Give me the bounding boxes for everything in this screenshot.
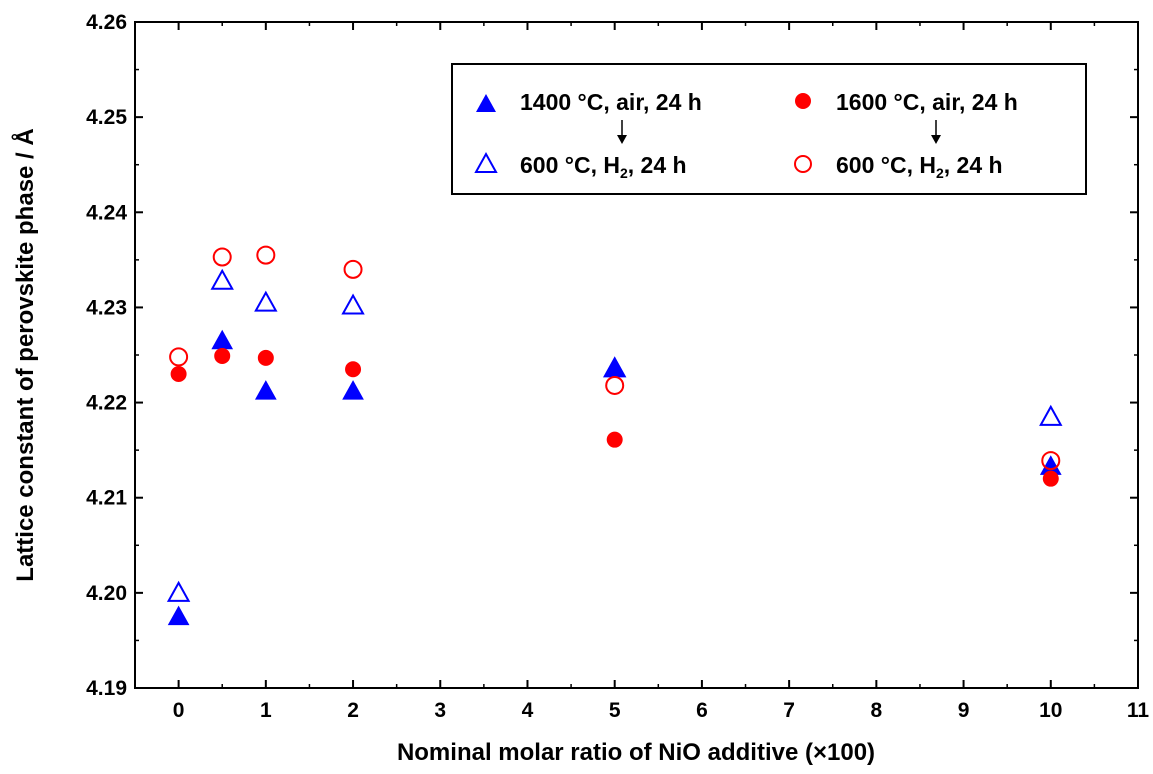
legend-box bbox=[451, 63, 1087, 195]
open-circle-point bbox=[605, 375, 625, 395]
legend-label-1600-air: 1600 °C, air, 24 h bbox=[836, 89, 1018, 115]
y-tick-label: 4.20 bbox=[86, 582, 127, 605]
filled-circle-point bbox=[345, 361, 362, 378]
legend-label-600-h2-right: 600 °C, H2, 24 h bbox=[836, 152, 1003, 181]
open-triangle-point bbox=[254, 290, 278, 312]
x-tick-label: 8 bbox=[871, 699, 883, 722]
x-tick-label: 1 bbox=[260, 699, 272, 722]
x-axis-title: Nominal molar ratio of NiO additive (×10… bbox=[397, 739, 875, 766]
x-tick-label: 3 bbox=[434, 699, 446, 722]
open-circle-point bbox=[343, 259, 363, 279]
open-circle-point bbox=[212, 247, 232, 267]
x-tick-labels: 0 1 2 3 4 5 6 7 8 9 10 11 bbox=[173, 699, 1150, 722]
open-triangle-point bbox=[166, 580, 191, 602]
filled-triangle-point bbox=[211, 329, 234, 350]
y-tick-label: 4.25 bbox=[86, 106, 127, 129]
data-markers bbox=[166, 245, 1063, 626]
legend-filled-circle-marker bbox=[795, 93, 811, 109]
filled-circle-point bbox=[170, 366, 187, 383]
legend-filled-triangle-marker bbox=[476, 94, 496, 112]
filled-circle-point bbox=[1042, 470, 1059, 487]
filled-triangle-point bbox=[254, 380, 277, 400]
y-tick-label: 4.23 bbox=[86, 296, 127, 319]
y-tick-label: 4.19 bbox=[86, 677, 127, 700]
filled-triangle-point bbox=[167, 605, 190, 626]
y-axis-title: Lattice constant of perovskite phase / Å bbox=[11, 128, 39, 581]
x-tick-label: 4 bbox=[522, 699, 534, 722]
legend-open-circle-marker bbox=[794, 155, 812, 173]
legend-arrow-left-head bbox=[617, 135, 627, 144]
legend-open-triangle-marker bbox=[474, 151, 498, 173]
x-tick-label: 2 bbox=[347, 699, 359, 722]
open-triangle-point bbox=[341, 293, 365, 315]
open-circle-point bbox=[256, 245, 276, 265]
filled-triangle-point bbox=[603, 357, 626, 377]
x-tick-label: 6 bbox=[696, 699, 708, 722]
legend-label-1400-air: 1400 °C, air, 24 h bbox=[520, 89, 702, 115]
filled-circle-point bbox=[257, 349, 274, 366]
open-triangle-point bbox=[1039, 404, 1063, 426]
x-tick-label: 0 bbox=[173, 699, 185, 722]
filled-circle-point bbox=[606, 431, 623, 448]
y-tick-label: 4.24 bbox=[86, 201, 127, 224]
y-tick-label: 4.22 bbox=[86, 392, 127, 415]
axis-ticks bbox=[134, 21, 1139, 689]
open-circle-point bbox=[169, 347, 189, 367]
y-tick-label: 4.21 bbox=[86, 487, 127, 510]
open-triangle-point bbox=[210, 268, 234, 290]
x-tick-label: 7 bbox=[783, 699, 795, 722]
x-tick-label: 10 bbox=[1039, 699, 1062, 722]
y-tick-label: 4.26 bbox=[86, 11, 127, 34]
filled-circle-point bbox=[214, 347, 231, 364]
y-tick-labels: 4.19 4.20 4.21 4.22 4.23 4.24 4.25 4.26 bbox=[86, 11, 127, 700]
x-tick-label: 9 bbox=[958, 699, 970, 722]
x-tick-label: 11 bbox=[1127, 699, 1150, 722]
legend: 1400 °C, air, 24 h 600 °C, H2, 24 h 1600… bbox=[451, 63, 1087, 195]
filled-triangle-point bbox=[342, 380, 364, 400]
x-tick-label: 5 bbox=[609, 699, 621, 722]
open-circle-point bbox=[1041, 451, 1061, 471]
legend-label-600-h2-left: 600 °C, H2, 24 h bbox=[520, 152, 687, 181]
legend-arrow-right-head bbox=[931, 135, 941, 144]
